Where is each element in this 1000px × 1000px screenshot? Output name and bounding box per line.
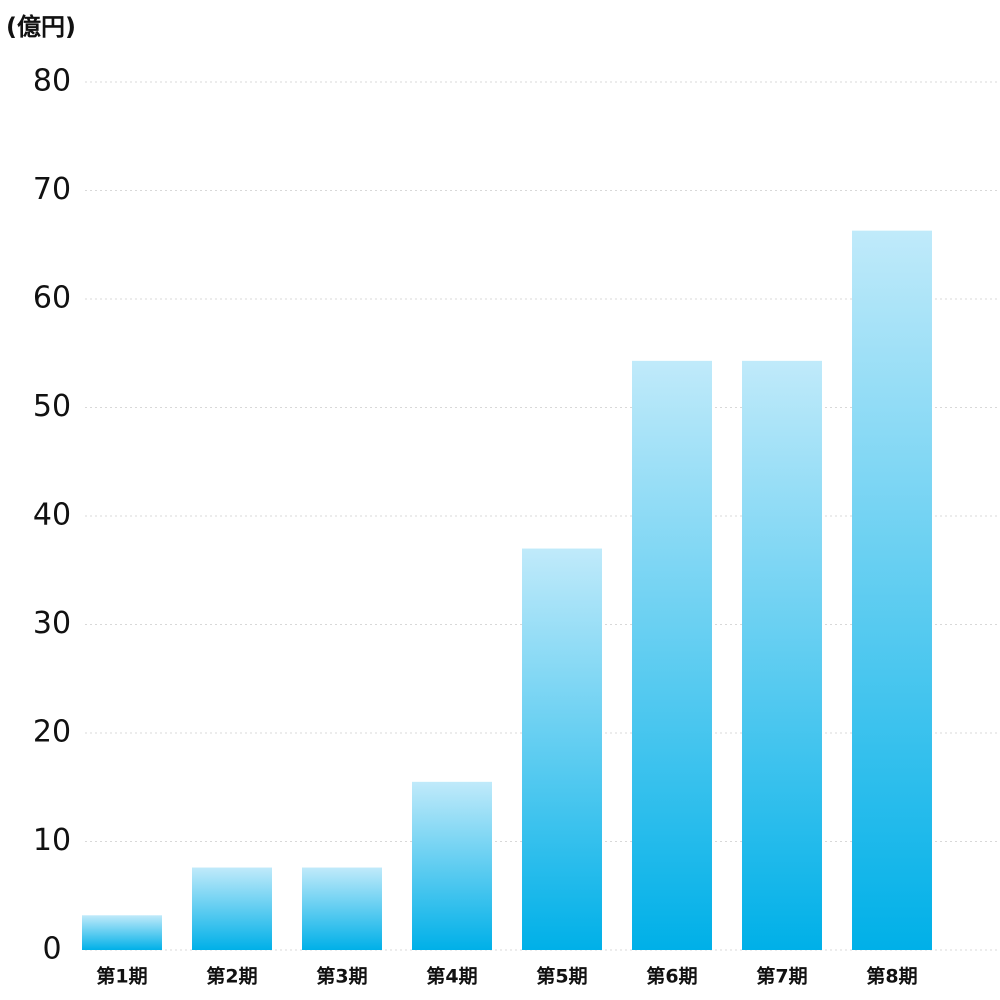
bar xyxy=(412,781,492,950)
bar xyxy=(522,548,602,950)
x-tick-label: 第5期 xyxy=(536,965,587,988)
bar xyxy=(302,867,382,950)
y-tick-label: 70 xyxy=(33,172,71,207)
x-tick-label: 第7期 xyxy=(756,965,807,988)
x-tick-label: 第2期 xyxy=(206,965,257,988)
bar xyxy=(82,915,162,950)
x-tick-label: 第8期 xyxy=(866,965,917,988)
bar xyxy=(742,360,822,951)
x-tick-label: 第6期 xyxy=(646,965,697,988)
bar xyxy=(192,867,272,950)
x-tick-label: 第1期 xyxy=(96,965,147,988)
bar xyxy=(632,360,712,951)
y-unit-label: (億円) xyxy=(6,13,76,41)
y-tick-label: 0 xyxy=(42,932,61,967)
x-tick-label: 第3期 xyxy=(316,965,367,988)
y-tick-label: 30 xyxy=(33,606,71,641)
y-tick-label: 10 xyxy=(33,823,71,858)
y-tick-label: 40 xyxy=(33,498,71,533)
y-tick-label: 60 xyxy=(33,281,71,316)
x-tick-label: 第4期 xyxy=(426,965,477,988)
y-tick-label: 50 xyxy=(33,389,71,424)
bar xyxy=(852,230,932,950)
y-tick-label: 20 xyxy=(33,715,71,750)
y-tick-label: 80 xyxy=(33,64,71,99)
